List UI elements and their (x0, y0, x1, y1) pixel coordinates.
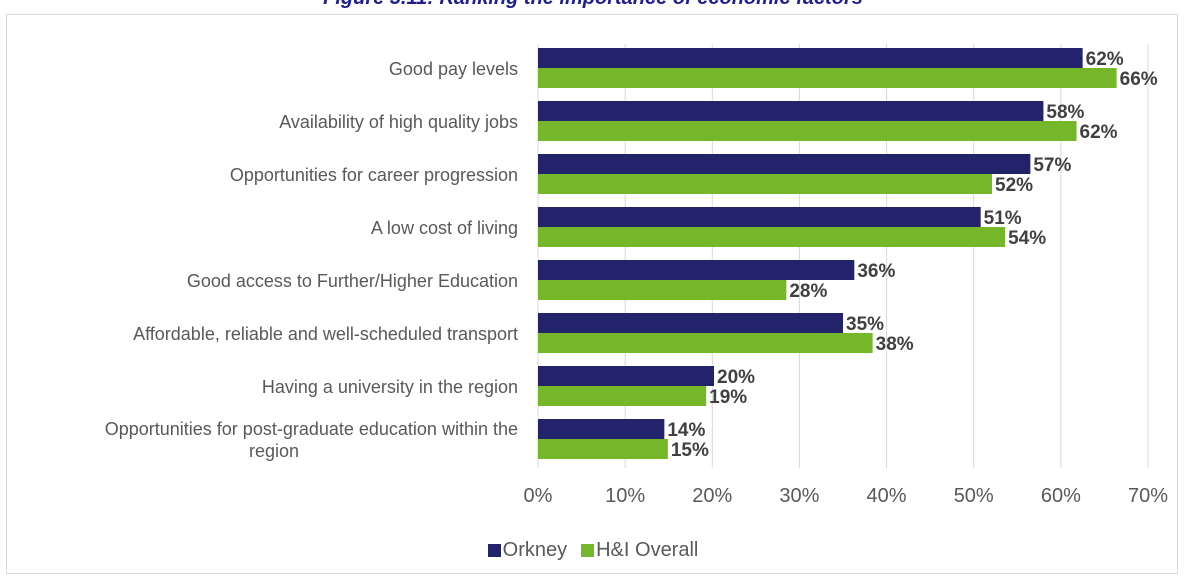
category-labels: Good pay levels Availability of high qual… (105, 59, 518, 461)
category-label: Opportunities for post-graduate educatio… (105, 419, 518, 439)
x-tick-label: 60% (1041, 485, 1081, 507)
data-label: 62% (1086, 49, 1124, 70)
category-label: Having a university in the region (262, 377, 518, 397)
chart-frame (6, 14, 1178, 574)
legend: Orkney H&I Overall (0, 538, 1186, 562)
legend-label-orkney: Orkney (502, 538, 568, 561)
data-label: 51% (984, 208, 1022, 229)
data-label: 66% (1120, 69, 1158, 90)
data-label: 20% (717, 367, 755, 388)
data-label: 54% (1008, 228, 1046, 249)
category-label: A low cost of living (371, 218, 518, 238)
data-label: 35% (846, 314, 884, 335)
legend-label-hi-overall: H&I Overall (596, 538, 699, 561)
data-label: 19% (709, 387, 747, 408)
bar-hi-overall (538, 333, 873, 353)
data-label: 28% (789, 281, 827, 302)
legend-item-hi-overall: H&I Overall (581, 539, 698, 562)
bar-orkney (538, 366, 715, 386)
bar-orkney (538, 101, 1044, 121)
bar-orkney (538, 419, 665, 439)
x-tick-label: 10% (605, 485, 645, 507)
data-label: 62% (1080, 122, 1118, 143)
data-label: 57% (1033, 155, 1071, 176)
x-tick-label: 0% (524, 485, 553, 507)
category-label: Availability of high quality jobs (279, 112, 518, 132)
x-tick-label: 30% (779, 485, 819, 507)
category-label: Opportunities for career progression (230, 165, 518, 185)
bar-orkney (538, 48, 1083, 68)
data-label: 58% (1046, 102, 1084, 123)
bar-hi-overall (538, 68, 1117, 88)
data-label: 38% (876, 334, 914, 355)
bars (538, 48, 1117, 459)
bar-hi-overall (538, 439, 668, 459)
data-label: 14% (667, 420, 705, 441)
category-label: Affordable, reliable and well-scheduled … (133, 324, 518, 344)
category-label: Good access to Further/Higher Education (187, 271, 518, 291)
x-tick-label: 40% (867, 485, 907, 507)
data-label: 15% (671, 440, 709, 461)
bar-hi-overall (538, 121, 1077, 141)
legend-swatch-hi-overall (581, 543, 595, 557)
data-labels: 62%66%58%62%57%52%51%54%36%28%35%38%20%1… (667, 49, 1157, 461)
legend-swatch-orkney (487, 543, 501, 557)
bar-hi-overall (538, 386, 707, 406)
data-label: 52% (995, 175, 1033, 196)
legend-item-orkney: Orkney (487, 538, 568, 562)
x-tick-label: 50% (954, 485, 994, 507)
category-label: region (249, 441, 299, 461)
bar-orkney (538, 260, 855, 280)
bar-orkney (538, 154, 1031, 174)
bar-hi-overall (538, 280, 787, 300)
x-tick-label: 70% (1128, 485, 1168, 507)
bar-hi-overall (538, 174, 993, 194)
bar-orkney (538, 207, 981, 227)
gridlines (537, 44, 1149, 468)
bar-orkney (538, 313, 843, 333)
bar-hi-overall (538, 227, 1006, 247)
data-label: 36% (857, 261, 895, 282)
x-tick-label: 20% (692, 485, 732, 507)
category-label: Good pay levels (389, 59, 518, 79)
x-tick-labels: 0% 10% 20% 30% 40% 50% 60% 70% (524, 485, 1169, 507)
figure-title: Figure 5.11: Ranking the importance of e… (0, 0, 1186, 10)
